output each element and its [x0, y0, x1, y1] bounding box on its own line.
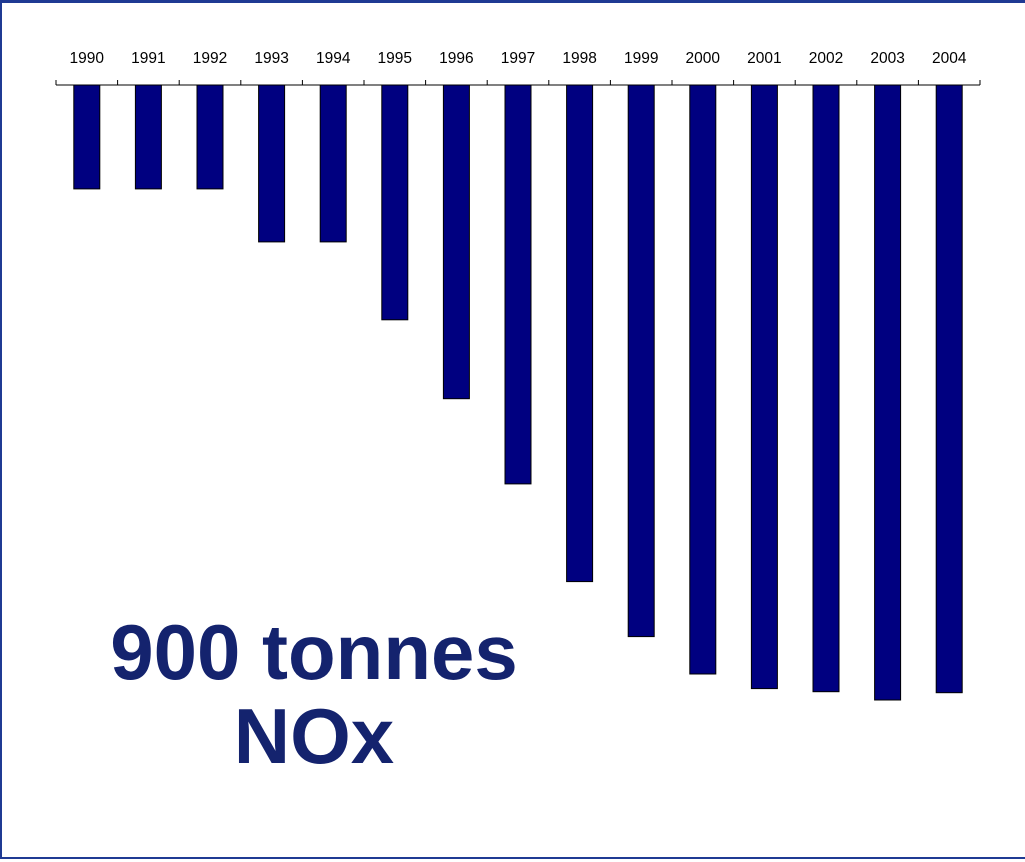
bar-1990: [73, 84, 101, 190]
bars: [73, 84, 963, 701]
tick-label-1994: 1994: [316, 50, 351, 67]
bar-1991: [134, 84, 162, 190]
tick-label-1998: 1998: [562, 50, 596, 67]
tick-label-1991: 1991: [131, 50, 165, 67]
tick-label-1993: 1993: [254, 50, 288, 67]
bar-1998: [566, 84, 594, 583]
bar-chart: 1990 1991 1992 1993 1994 1995 1996 1997 1998 1999…: [55, 50, 981, 701]
tick-label-2003: 2003: [870, 50, 904, 67]
bar-1997: [504, 84, 532, 485]
bar-1999: [627, 84, 655, 638]
annotation-line-1: 900 tonnes: [110, 608, 518, 696]
bar-2002: [812, 84, 840, 693]
tick-label-1999: 1999: [624, 50, 658, 67]
tick-label-2002: 2002: [809, 50, 843, 67]
bar-1995: [381, 84, 409, 321]
bar-2004: [935, 84, 963, 694]
category-axis: [55, 80, 981, 86]
bar-2000: [689, 84, 717, 675]
bar-2003: [874, 84, 902, 701]
tick-labels: 1990 1991 1992 1993 1994 1995 1996 1997 1998 1999…: [70, 50, 967, 67]
annotation-line-2: NOx: [233, 692, 395, 780]
tick-label-2000: 2000: [686, 50, 721, 67]
bar-1992: [196, 84, 224, 190]
tick-label-1996: 1996: [439, 50, 473, 67]
tick-label-1990: 1990: [70, 50, 105, 67]
tick-label-1997: 1997: [501, 50, 535, 67]
bar-1996: [442, 84, 470, 400]
tick-label-1995: 1995: [378, 50, 412, 67]
tick-label-2001: 2001: [747, 50, 781, 67]
bar-2001: [750, 84, 778, 690]
bar-1994: [319, 84, 347, 243]
emission-annotation: 900 tonnes NOx: [54, 610, 574, 778]
tick-label-2004: 2004: [932, 50, 967, 67]
bar-1993: [258, 84, 286, 243]
tick-label-1992: 1992: [193, 50, 227, 67]
